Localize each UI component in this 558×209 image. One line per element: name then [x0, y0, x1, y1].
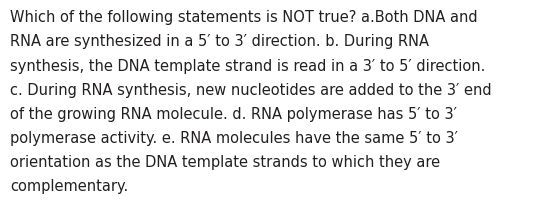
Text: synthesis, the DNA template strand is read in a 3′ to 5′ direction.: synthesis, the DNA template strand is re…	[10, 59, 485, 74]
Text: RNA are synthesized in a 5′ to 3′ direction. b. During RNA: RNA are synthesized in a 5′ to 3′ direct…	[10, 34, 429, 50]
Text: of the growing RNA molecule. d. RNA polymerase has 5′ to 3′: of the growing RNA molecule. d. RNA poly…	[10, 107, 457, 122]
Text: polymerase activity. e. RNA molecules have the same 5′ to 3′: polymerase activity. e. RNA molecules ha…	[10, 131, 458, 146]
Text: orientation as the DNA template strands to which they are: orientation as the DNA template strands …	[10, 155, 440, 170]
Text: Which of the following statements is NOT true? a.Both DNA and: Which of the following statements is NOT…	[10, 10, 478, 25]
Text: complementary.: complementary.	[10, 179, 128, 194]
Text: c. During RNA synthesis, new nucleotides are added to the 3′ end: c. During RNA synthesis, new nucleotides…	[10, 83, 492, 98]
